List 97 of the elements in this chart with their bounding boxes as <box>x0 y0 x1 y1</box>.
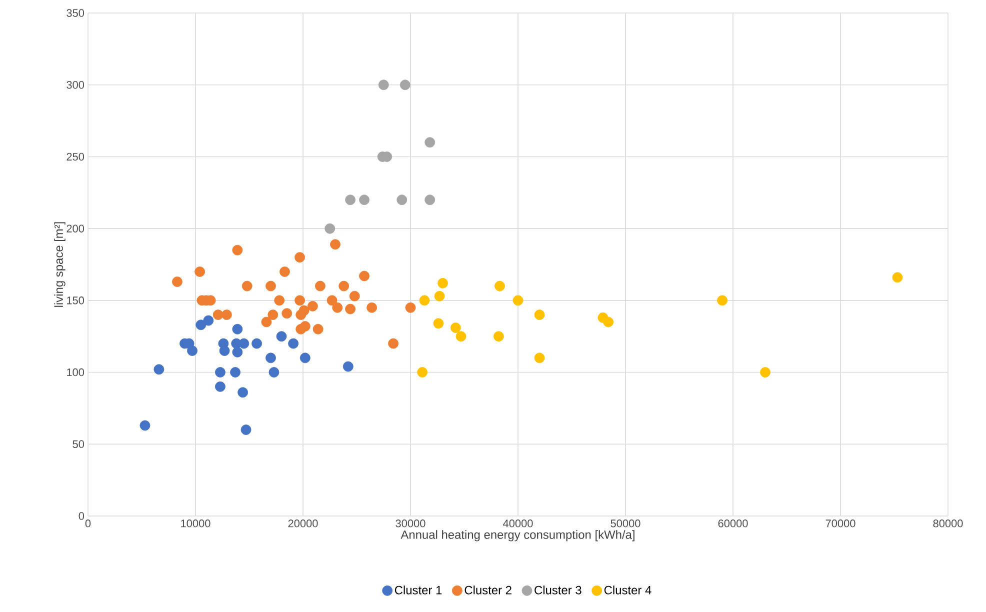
point <box>242 280 252 292</box>
legend-label: Cluster 3 <box>534 586 582 594</box>
point <box>221 310 232 320</box>
point <box>266 352 276 364</box>
point <box>359 270 370 282</box>
point <box>154 364 164 375</box>
point <box>405 302 416 313</box>
point <box>438 278 448 288</box>
point <box>324 223 336 234</box>
point <box>342 361 354 372</box>
y-tick-label: 300 <box>66 80 84 89</box>
point <box>359 194 370 206</box>
point <box>238 338 250 349</box>
point <box>312 324 324 334</box>
point <box>232 346 243 358</box>
point <box>274 295 285 306</box>
point <box>892 272 903 283</box>
y-tick-label: 0 <box>78 512 84 520</box>
point <box>450 322 461 333</box>
point <box>330 239 340 250</box>
point <box>494 280 505 292</box>
point <box>294 295 305 306</box>
point <box>534 310 545 320</box>
point <box>298 305 310 316</box>
point <box>396 194 408 206</box>
point <box>400 80 410 90</box>
point <box>315 280 326 292</box>
point <box>307 300 318 312</box>
point <box>232 244 243 256</box>
x-tick-label: 40000 <box>503 520 533 528</box>
y-tick-label: 350 <box>66 9 84 17</box>
x-axis-title: Annual heating energy consumption [kWh/a] <box>400 530 634 542</box>
point <box>140 420 150 431</box>
y-tick-label: 100 <box>67 368 84 376</box>
point <box>276 331 287 342</box>
point <box>300 352 310 364</box>
legend-label: Cluster 2 <box>464 586 512 594</box>
point <box>349 290 360 302</box>
x-tick-label: 80000 <box>933 520 963 528</box>
x-tick-label: 50000 <box>610 520 640 528</box>
point <box>219 346 230 356</box>
point <box>419 295 430 306</box>
point <box>194 266 205 277</box>
point <box>261 316 272 328</box>
y-axis-title: living space [m²] <box>54 222 66 307</box>
point <box>240 424 252 435</box>
x-tick-label: 60000 <box>718 520 748 528</box>
point <box>417 367 428 378</box>
point <box>212 310 224 320</box>
x-tick-label: 20000 <box>288 520 318 528</box>
point <box>456 331 466 342</box>
point <box>434 290 445 302</box>
point <box>172 276 182 287</box>
point <box>332 302 343 313</box>
point <box>203 315 214 326</box>
point <box>268 310 278 320</box>
point <box>215 381 226 392</box>
point <box>345 304 356 314</box>
point <box>238 387 248 398</box>
point <box>232 324 243 334</box>
point <box>338 280 350 292</box>
point <box>424 194 436 206</box>
legend-label: Cluster 4 <box>604 586 652 594</box>
point <box>282 308 292 319</box>
point <box>294 252 305 263</box>
legend-label: Cluster 1 <box>394 586 442 594</box>
point <box>424 137 436 148</box>
x-tick-label: 0 <box>85 520 91 528</box>
point <box>378 80 389 90</box>
y-tick-label: 50 <box>72 440 84 448</box>
point <box>280 266 290 277</box>
point <box>215 367 226 378</box>
point <box>388 338 398 349</box>
point <box>196 320 206 330</box>
y-tick-label: 200 <box>66 224 84 232</box>
x-tick-label: 70000 <box>826 520 856 528</box>
point <box>288 338 299 349</box>
point <box>187 346 198 356</box>
point <box>326 295 338 306</box>
point <box>266 280 276 292</box>
point <box>366 302 377 313</box>
x-tick-label: 10000 <box>181 520 210 528</box>
y-tick-label: 250 <box>66 152 84 161</box>
point <box>493 331 504 342</box>
point <box>300 321 310 332</box>
point <box>345 194 356 206</box>
point <box>433 318 444 329</box>
point <box>534 352 545 364</box>
x-tick-label: 30000 <box>396 520 426 528</box>
point <box>760 367 770 378</box>
point <box>717 295 728 306</box>
point <box>603 316 614 328</box>
point <box>512 295 524 306</box>
point <box>230 367 240 378</box>
y-tick-label: 150 <box>67 296 84 304</box>
point <box>252 338 262 349</box>
point <box>268 367 280 378</box>
